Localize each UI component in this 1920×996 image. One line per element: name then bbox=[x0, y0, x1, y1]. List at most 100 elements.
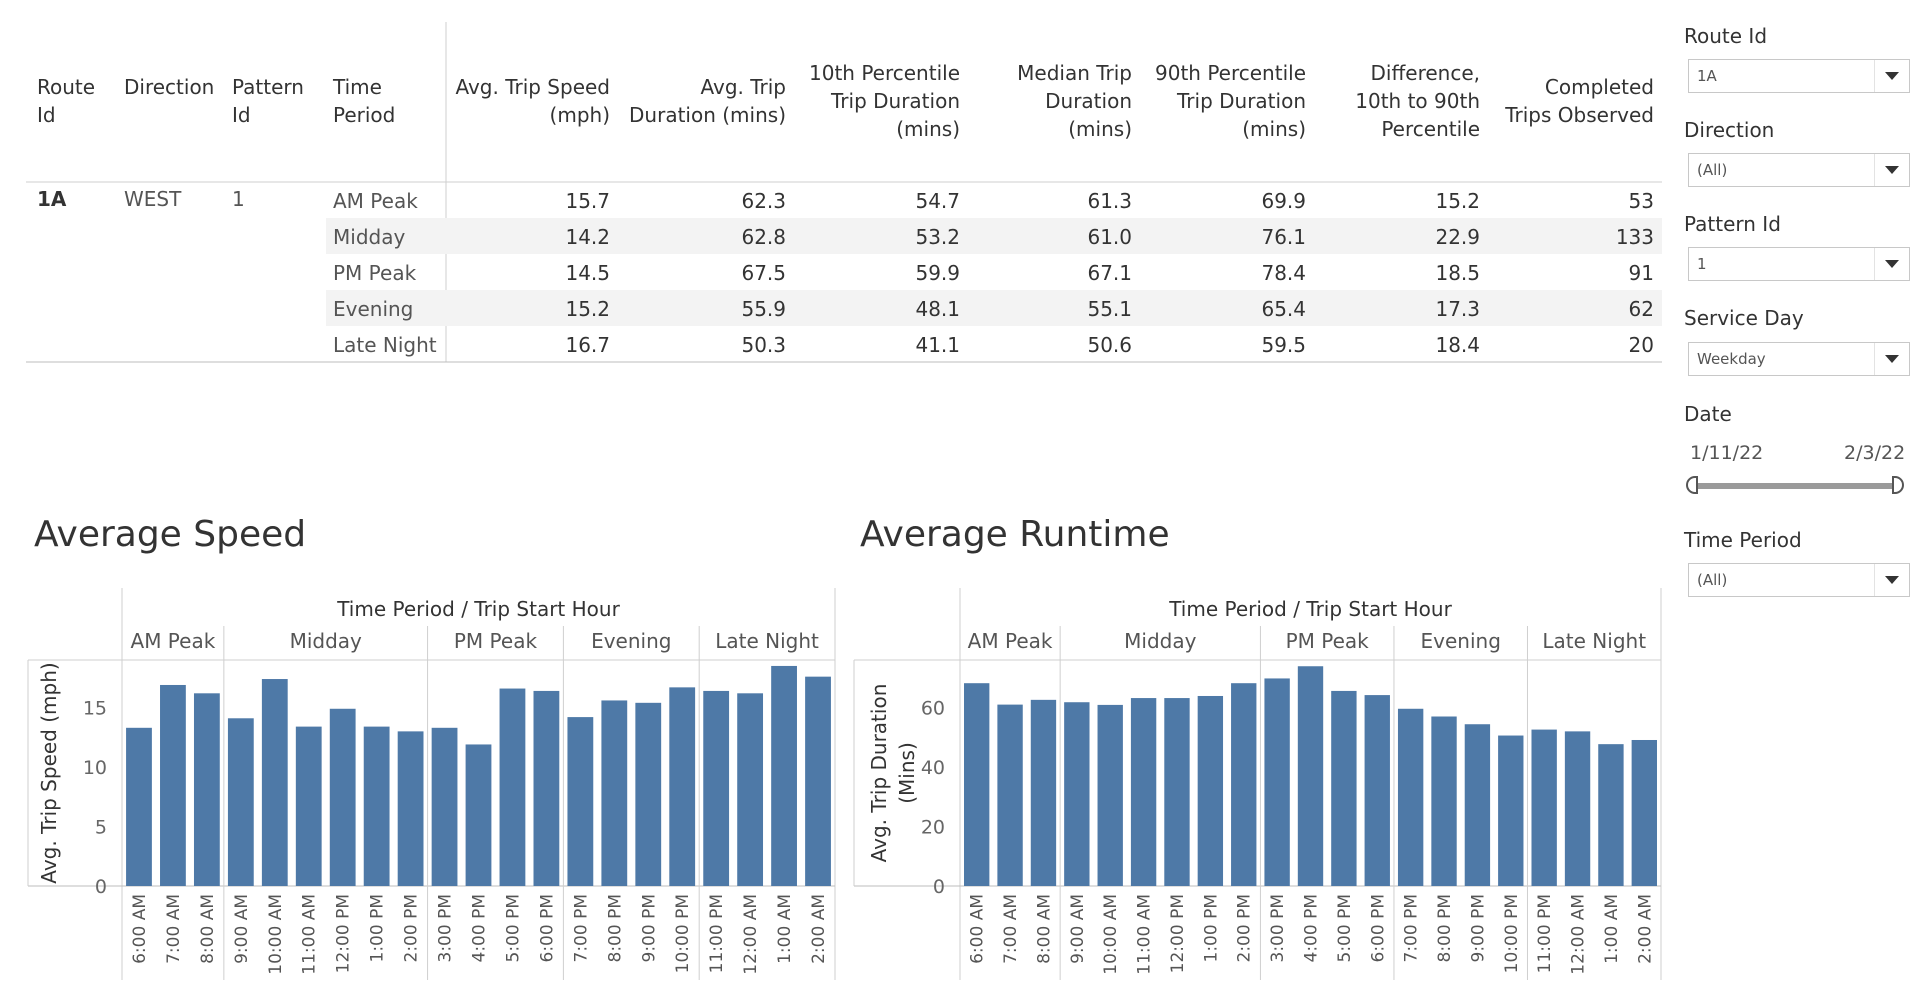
route-id-dropdown[interactable]: 1A bbox=[1688, 59, 1910, 93]
bar[interactable] bbox=[1164, 698, 1190, 886]
bar[interactable] bbox=[1231, 683, 1257, 886]
bar[interactable] bbox=[1564, 731, 1591, 886]
cell-value: 14.5 bbox=[565, 261, 610, 285]
bar[interactable] bbox=[997, 704, 1023, 886]
header-axis-title: Time Period / Trip Start Hour bbox=[1168, 597, 1452, 621]
y-axis-label: (Mins) bbox=[895, 742, 919, 804]
x-tick-label: 11:00 AM bbox=[300, 894, 320, 975]
x-tick-label: 6:00 AM bbox=[130, 894, 150, 964]
bar[interactable] bbox=[160, 684, 186, 886]
bar[interactable] bbox=[1498, 735, 1524, 886]
bar[interactable] bbox=[737, 693, 764, 886]
time-period-dropdown[interactable]: (All) bbox=[1688, 563, 1910, 597]
date-range-slider-track[interactable] bbox=[1690, 483, 1898, 489]
cell-value: 55.1 bbox=[1087, 297, 1132, 321]
bar[interactable] bbox=[1464, 724, 1491, 886]
x-tick-label: 12:00 AM bbox=[1569, 894, 1589, 975]
route-id-dropdown-toggle[interactable] bbox=[1874, 60, 1909, 92]
bar[interactable] bbox=[703, 690, 730, 886]
bar[interactable] bbox=[261, 679, 288, 886]
cell-direction: WEST bbox=[124, 187, 182, 211]
x-tick-label: 9:00 AM bbox=[232, 894, 252, 964]
time-period-group-label: AM Peak bbox=[131, 629, 216, 653]
bar[interactable] bbox=[669, 687, 696, 886]
bar[interactable] bbox=[126, 727, 152, 886]
bar[interactable] bbox=[227, 718, 254, 886]
bar[interactable] bbox=[1331, 690, 1357, 886]
y-axis-label: Avg. Trip Speed (mph) bbox=[37, 662, 61, 883]
y-tick-label: 0 bbox=[95, 876, 107, 898]
bar[interactable] bbox=[1631, 739, 1657, 886]
column-header: Pattern bbox=[232, 75, 304, 99]
bar[interactable] bbox=[601, 700, 628, 886]
bar[interactable] bbox=[964, 683, 990, 886]
time-period-filter-label: Time Period bbox=[1684, 528, 1802, 552]
column-header: Median Trip bbox=[1017, 61, 1132, 85]
bar[interactable] bbox=[1197, 695, 1224, 886]
bar[interactable] bbox=[193, 693, 220, 886]
column-header: (mins) bbox=[1068, 117, 1132, 141]
bar[interactable] bbox=[1297, 666, 1324, 886]
bar[interactable] bbox=[431, 727, 458, 886]
x-tick-label: 8:00 AM bbox=[198, 894, 218, 964]
x-tick-label: 3:00 PM bbox=[436, 894, 456, 963]
x-tick-label: 1:00 AM bbox=[1602, 894, 1622, 964]
cell-value: 67.5 bbox=[741, 261, 786, 285]
column-header: (mins) bbox=[1242, 117, 1306, 141]
time-period-group-label: AM Peak bbox=[968, 629, 1053, 653]
bar[interactable] bbox=[1064, 702, 1090, 886]
bar[interactable] bbox=[1531, 729, 1557, 886]
bar[interactable] bbox=[363, 726, 390, 886]
bar[interactable] bbox=[465, 744, 492, 886]
column-header: Duration bbox=[1045, 89, 1132, 113]
direction-dropdown[interactable]: (All) bbox=[1688, 153, 1910, 187]
column-header: Time bbox=[332, 75, 382, 99]
cell-value: 133 bbox=[1616, 225, 1654, 249]
bar[interactable] bbox=[1431, 716, 1457, 887]
service-day-dropdown[interactable]: Weekday bbox=[1688, 342, 1910, 376]
bar[interactable] bbox=[1030, 699, 1057, 886]
bar[interactable] bbox=[397, 731, 424, 886]
service-day-filter-label: Service Day bbox=[1684, 306, 1804, 330]
row-band bbox=[326, 290, 1662, 326]
date-slider-start-handle[interactable] bbox=[1686, 476, 1698, 494]
time-period-dropdown-toggle[interactable] bbox=[1874, 564, 1909, 596]
x-tick-label: 4:00 PM bbox=[1302, 894, 1322, 963]
direction-filter-label: Direction bbox=[1684, 118, 1775, 142]
y-tick-label: 0 bbox=[933, 876, 945, 898]
bar[interactable] bbox=[533, 690, 560, 886]
x-tick-label: 6:00 PM bbox=[537, 894, 557, 963]
cell-value: 18.5 bbox=[1435, 261, 1480, 285]
direction-dropdown-toggle[interactable] bbox=[1874, 154, 1909, 186]
bar[interactable] bbox=[1397, 708, 1424, 886]
service-day-selected-value: Weekday bbox=[1697, 350, 1766, 368]
cell-value: 53 bbox=[1629, 189, 1654, 213]
time-period-group-label: Late Night bbox=[1542, 629, 1646, 653]
pattern-id-dropdown-toggle[interactable] bbox=[1874, 248, 1909, 280]
chevron-down-icon bbox=[1885, 260, 1899, 268]
column-header: Completed bbox=[1545, 75, 1654, 99]
bar[interactable] bbox=[1264, 678, 1290, 886]
service-day-dropdown-toggle[interactable] bbox=[1874, 343, 1909, 375]
chart-title: Average Speed bbox=[34, 514, 306, 555]
bar[interactable] bbox=[805, 676, 831, 886]
bar[interactable] bbox=[329, 708, 356, 886]
date-slider-end-handle[interactable] bbox=[1892, 476, 1904, 494]
column-header: Direction bbox=[124, 75, 214, 99]
bar[interactable] bbox=[567, 717, 594, 886]
x-tick-label: 8:00 PM bbox=[1435, 894, 1455, 963]
bar[interactable] bbox=[295, 726, 322, 886]
bar[interactable] bbox=[771, 665, 797, 886]
bar[interactable] bbox=[1097, 704, 1123, 886]
pattern-id-dropdown[interactable]: 1 bbox=[1688, 247, 1910, 281]
bar[interactable] bbox=[1364, 695, 1390, 886]
bar[interactable] bbox=[1598, 744, 1624, 886]
bar[interactable] bbox=[635, 702, 662, 886]
cell-value: 16.7 bbox=[565, 333, 610, 357]
column-header: (mins) bbox=[896, 117, 960, 141]
bar[interactable] bbox=[499, 688, 526, 886]
x-tick-label: 7:00 PM bbox=[571, 894, 591, 963]
bar[interactable] bbox=[1130, 698, 1157, 886]
y-tick-label: 40 bbox=[921, 757, 945, 779]
cell-value: 15.2 bbox=[1435, 189, 1480, 213]
